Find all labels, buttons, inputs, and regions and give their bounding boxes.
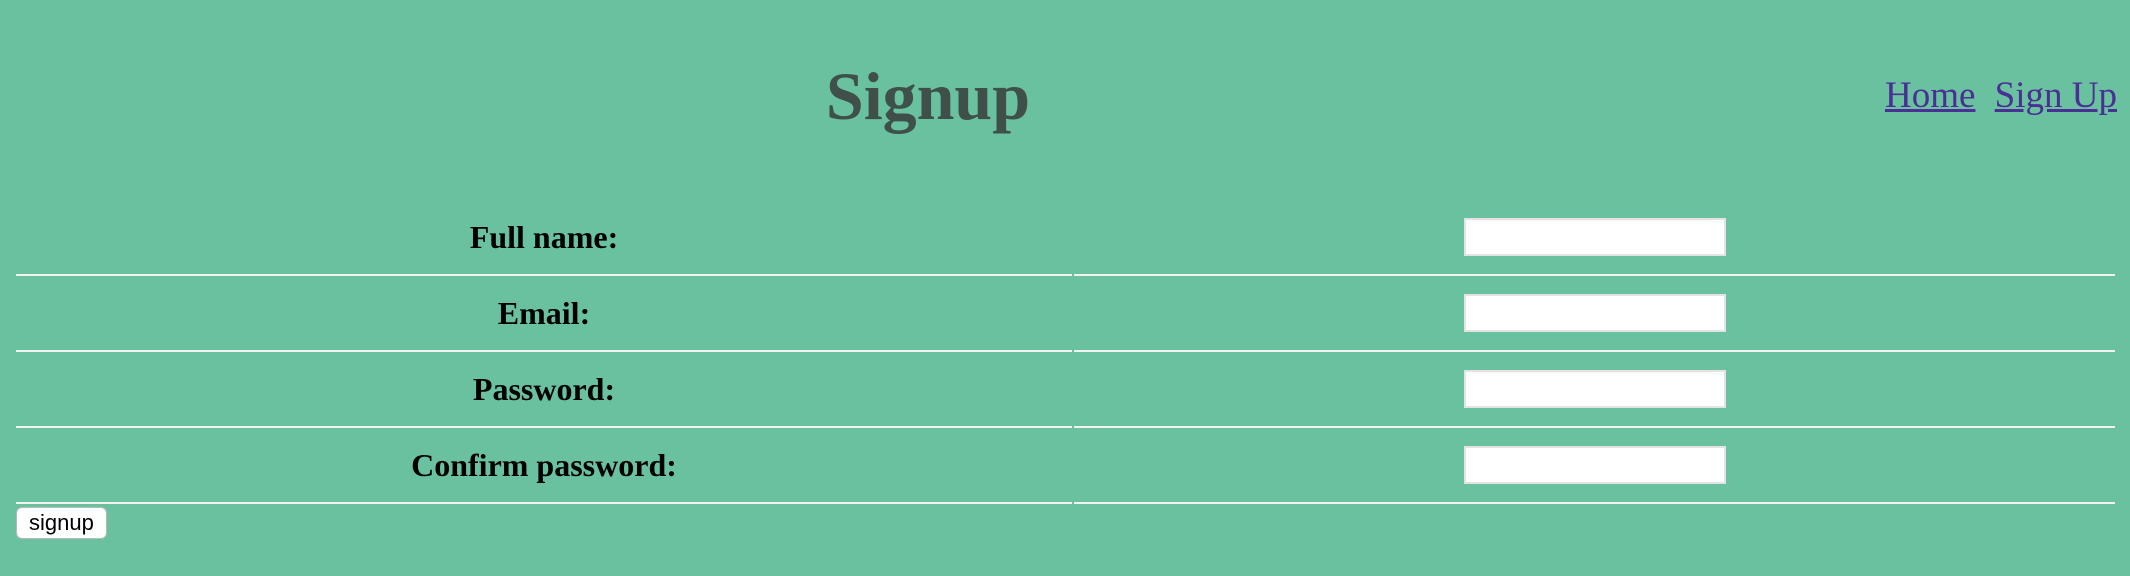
page-title: Signup bbox=[825, 58, 1031, 134]
password-label: Password: bbox=[16, 352, 1072, 428]
form-row-confirm-password: Confirm password: bbox=[16, 428, 2115, 504]
email-input[interactable] bbox=[1463, 294, 1726, 332]
confirm-password-cell bbox=[1074, 428, 2115, 504]
password-input[interactable] bbox=[1463, 370, 1726, 408]
confirm-password-label: Confirm password: bbox=[16, 428, 1072, 504]
form-row-email: Email: bbox=[16, 276, 2115, 352]
nav-link-sign-up[interactable]: Sign Up bbox=[1994, 75, 2117, 116]
signup-button[interactable]: signup bbox=[16, 507, 107, 539]
email-label: Email: bbox=[16, 276, 1072, 352]
email-cell bbox=[1074, 276, 2115, 352]
signup-form-table: Full name: Email: Password: Confirm pass… bbox=[16, 200, 2115, 504]
password-cell bbox=[1074, 352, 2115, 428]
full-name-label: Full name: bbox=[16, 200, 1072, 276]
nav-link-home[interactable]: Home bbox=[1884, 75, 1976, 116]
confirm-password-input[interactable] bbox=[1463, 446, 1726, 484]
full-name-input[interactable] bbox=[1463, 218, 1726, 256]
form-row-full-name: Full name: bbox=[16, 200, 2115, 276]
top-nav: Home Sign Up bbox=[1885, 74, 2117, 118]
full-name-cell bbox=[1074, 200, 2115, 276]
form-row-password: Password: bbox=[16, 352, 2115, 428]
